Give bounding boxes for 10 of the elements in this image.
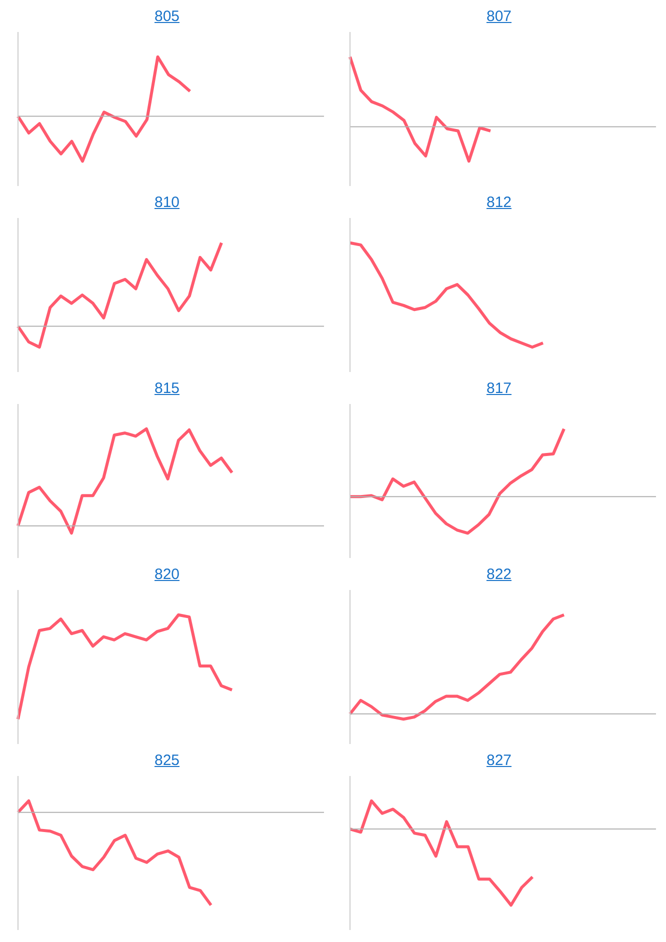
chart-title: 815 [153,380,181,399]
chart-title: 827 [485,752,513,771]
chart-title: 822 [485,566,513,585]
chart-title: 817 [485,380,513,399]
chart-title: 820 [153,566,181,585]
chart-title: 825 [153,752,181,771]
chart-title: 812 [485,194,513,213]
chart-title: 805 [153,8,181,27]
chart-title: 807 [485,8,513,27]
chart-title: 810 [153,194,181,213]
